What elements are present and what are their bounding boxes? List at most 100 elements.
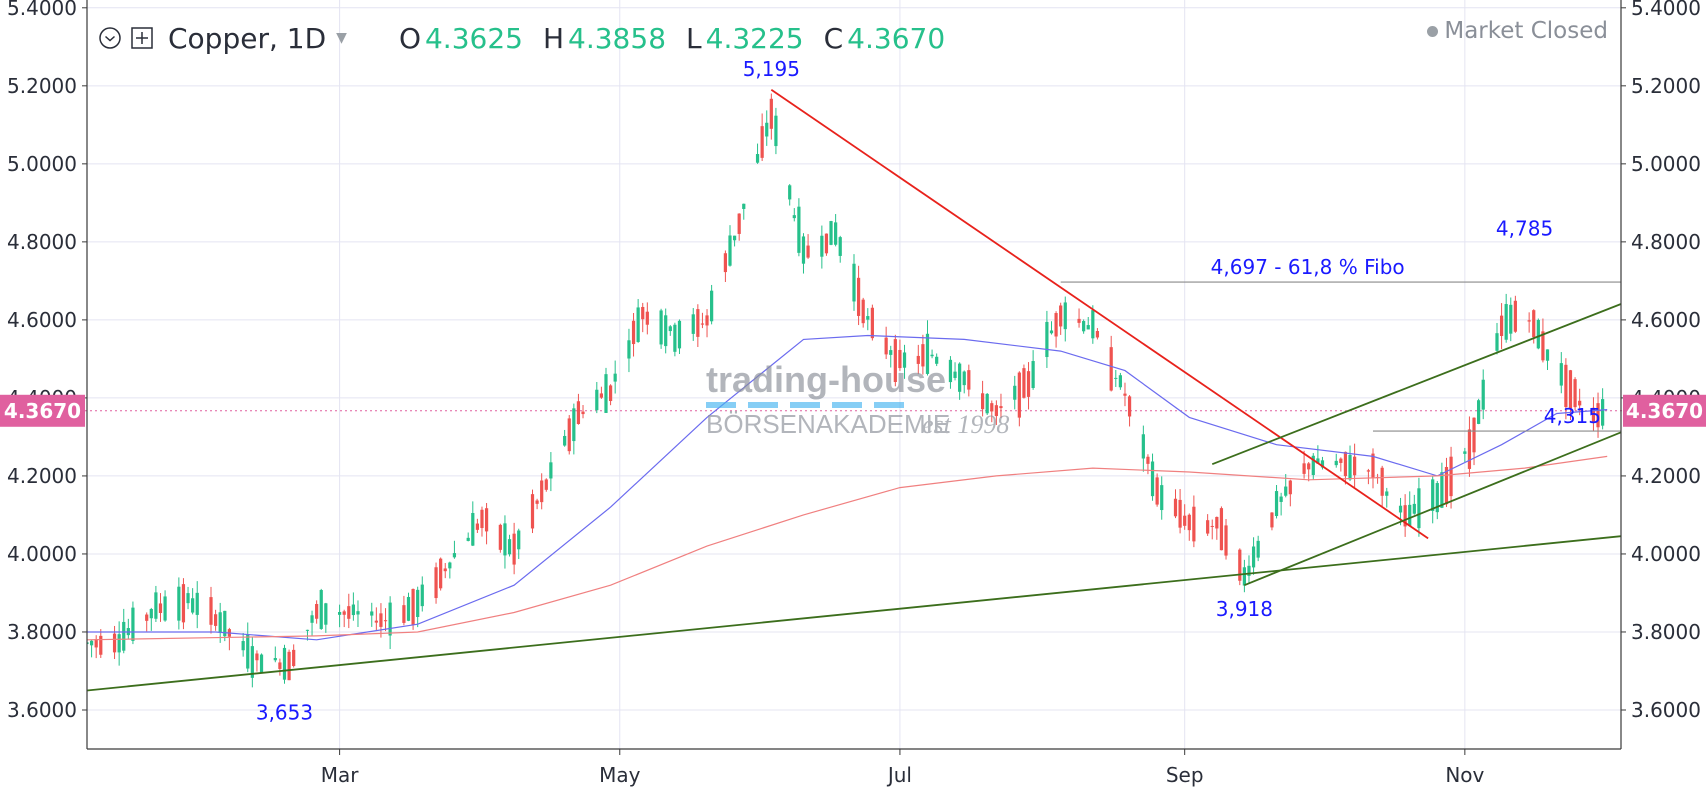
candle-body: [1251, 546, 1256, 568]
candle-26: [250, 636, 254, 688]
candle-208: [1417, 477, 1421, 537]
candle-body: [1123, 393, 1127, 396]
candle-50: [406, 592, 411, 622]
candle-body: [540, 480, 544, 503]
candle-body: [191, 598, 195, 613]
candle-96: [700, 312, 705, 329]
y-tick-label-left-9: 5.4000: [7, 0, 77, 20]
candle-body: [581, 411, 585, 415]
candle-186: [1279, 492, 1283, 516]
candle-85: [631, 313, 636, 357]
candle-117: [834, 214, 838, 247]
candle-body: [374, 620, 378, 623]
candle-227: [1541, 318, 1545, 363]
candle-25: [246, 622, 250, 673]
candle-70: [535, 498, 539, 510]
candle-body: [1545, 349, 1550, 361]
candle-183: [1256, 535, 1260, 562]
candle-142: [994, 400, 998, 426]
candle-197: [1348, 445, 1352, 482]
candle-body: [1578, 400, 1582, 406]
candle-body: [1155, 477, 1159, 505]
candle-body: [503, 523, 507, 556]
candle-153: [1063, 296, 1067, 342]
candle-body: [659, 310, 663, 345]
candle-159: [1109, 335, 1113, 392]
candle-body: [154, 592, 158, 619]
chevron-down-icon[interactable]: ▼: [336, 30, 347, 46]
candle-188: [1288, 479, 1292, 507]
candle-141: [990, 400, 994, 423]
candle-15: [181, 578, 186, 630]
x-tick-label-0: Mar: [321, 763, 360, 787]
candle-119: [852, 254, 856, 311]
candle-body: [1444, 466, 1449, 505]
collapse-chevron-icon[interactable]: [98, 26, 122, 50]
candle-body: [163, 596, 167, 621]
candle-54: [434, 562, 438, 604]
y-tick-label-left-6: 4.8000: [7, 230, 77, 254]
candle-236: [1601, 388, 1605, 430]
candle-body: [999, 406, 1003, 409]
candle-193: [1320, 456, 1325, 470]
candle-body: [935, 356, 939, 364]
candle-196: [1343, 451, 1348, 485]
candle-173: [1192, 495, 1196, 548]
candle-body: [117, 634, 121, 653]
candle-143: [999, 393, 1003, 418]
candle-body: [820, 235, 824, 257]
candle-body: [788, 185, 792, 200]
candle-body: [1316, 458, 1320, 464]
candle-79: [595, 381, 599, 414]
candle-123: [870, 304, 874, 341]
candle-118: [838, 235, 842, 263]
candle-body: [1192, 506, 1196, 542]
candle-body: [1045, 321, 1049, 358]
x-tick-label-3: Sep: [1166, 763, 1204, 787]
candle-234: [1591, 397, 1596, 432]
candle-74: [563, 429, 567, 447]
candle-217: [1477, 398, 1481, 425]
candle-42: [351, 592, 355, 621]
candle-body: [209, 597, 213, 625]
candle-125: [889, 345, 893, 368]
candle-108: [774, 107, 778, 155]
candle-body: [595, 389, 599, 411]
candle-body: [250, 646, 254, 678]
candle-161: [1118, 372, 1122, 390]
ohlc-high: H 4.3858: [542, 21, 667, 55]
y-tick-label-right-6: 4.8000: [1631, 230, 1701, 254]
candle-body: [990, 403, 994, 412]
candle-38: [324, 602, 328, 633]
candle-body: [760, 126, 764, 158]
candle-112: [801, 233, 806, 274]
add-symbol-icon[interactable]: [130, 26, 154, 50]
candle-31: [282, 644, 287, 684]
candle-body: [1307, 463, 1311, 470]
candle-body: [604, 374, 608, 413]
candle-body: [769, 98, 773, 129]
candle-215: [1467, 416, 1472, 477]
market-status: Market Closed: [1427, 18, 1608, 44]
candle-65: [503, 515, 507, 569]
symbol-title[interactable]: Copper, 1D: [168, 21, 327, 55]
candle-body: [1183, 515, 1187, 526]
candle-body: [1022, 368, 1026, 398]
candle-body: [1559, 363, 1563, 386]
candle-47: [383, 608, 388, 632]
candle-body: [664, 315, 668, 347]
candle-60: [471, 501, 475, 547]
candle-body: [1054, 313, 1058, 337]
candle-2: [94, 635, 98, 659]
candle-224: [1527, 312, 1531, 333]
candle-55: [439, 557, 443, 591]
price-annotation-3: 3,653: [256, 700, 313, 724]
candle-body: [1435, 483, 1439, 513]
candle-body: [1366, 470, 1371, 472]
candle-body: [700, 323, 705, 325]
candle-body: [889, 350, 893, 355]
candle-22: [223, 610, 227, 642]
trendline-3: [1211, 303, 1621, 466]
candle-129: [916, 344, 920, 375]
candle-120: [856, 265, 861, 326]
